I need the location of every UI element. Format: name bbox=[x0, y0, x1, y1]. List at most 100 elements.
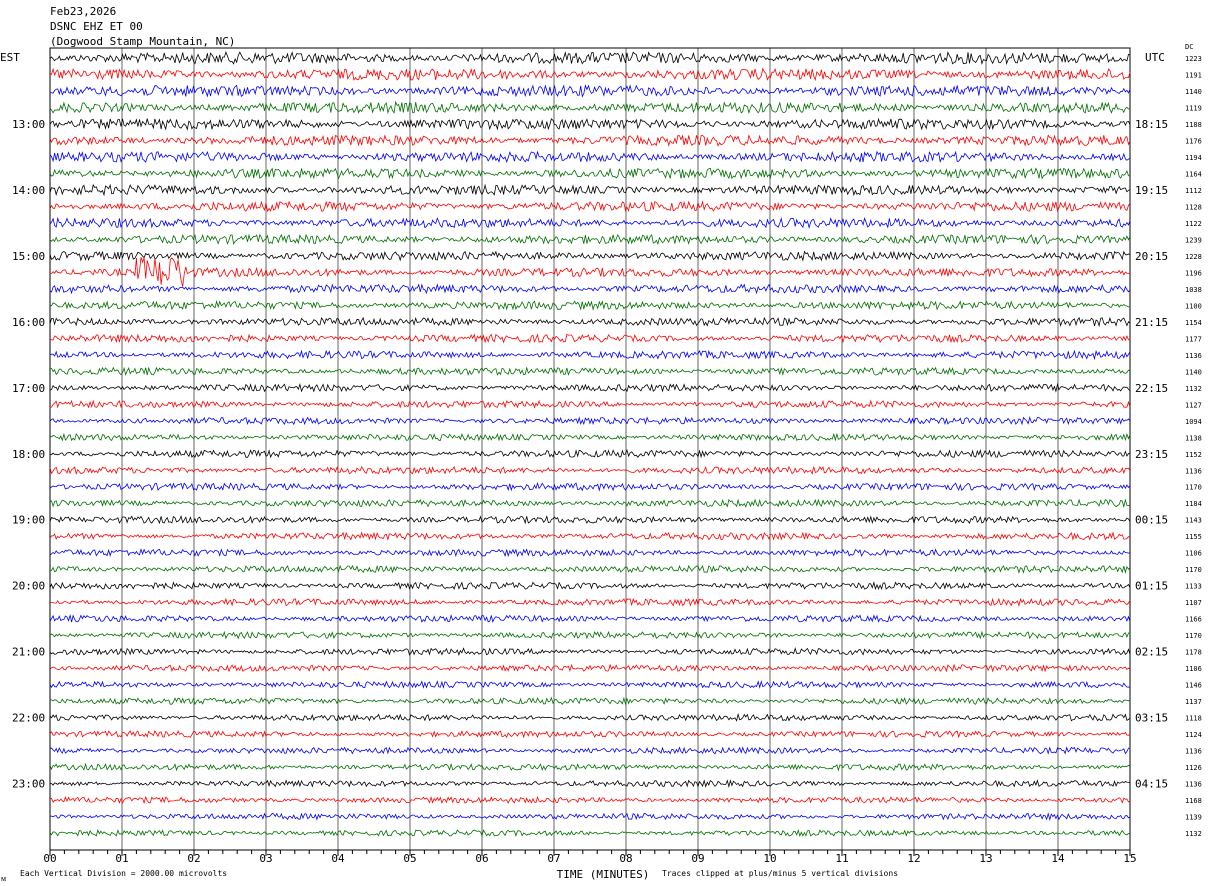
seismic-trace bbox=[49, 257, 1131, 287]
x-tick-label: 14 bbox=[1051, 852, 1065, 865]
left-hour-label: 21:00 bbox=[12, 646, 45, 659]
x-tick-label: 08 bbox=[619, 852, 632, 865]
left-hour-label: 19:00 bbox=[12, 514, 45, 527]
seismic-trace bbox=[49, 100, 1131, 115]
dc-offset-label: 1152 bbox=[1185, 451, 1202, 459]
x-tick-label: 09 bbox=[691, 852, 704, 865]
left-hour-label: 23:00 bbox=[12, 778, 45, 791]
seismic-trace bbox=[49, 663, 1131, 673]
station-location: (Dogwood Stamp Mountain, NC) bbox=[50, 35, 236, 48]
right-hour-label: 23:15 bbox=[1135, 448, 1168, 461]
footer-scale-note: Each Vertical Division = 2000.00 microvo… bbox=[20, 869, 227, 878]
left-hour-label: 22:00 bbox=[12, 712, 45, 725]
seismic-trace bbox=[49, 812, 1131, 821]
dc-offset-label: 1168 bbox=[1185, 797, 1202, 805]
right-hour-label: 22:15 bbox=[1135, 382, 1168, 395]
x-tick-label: 04 bbox=[331, 852, 345, 865]
right-hour-label: 03:15 bbox=[1135, 712, 1168, 725]
dc-offset-label: 1107 bbox=[1185, 599, 1202, 607]
seismic-trace bbox=[49, 349, 1131, 361]
left-hour-label: 13:00 bbox=[12, 118, 45, 131]
dc-offset-label: 1177 bbox=[1185, 335, 1202, 343]
dc-offset-label: 1122 bbox=[1185, 220, 1202, 228]
left-timezone-label: EST bbox=[0, 51, 20, 64]
dc-offset-label: 1170 bbox=[1185, 484, 1202, 492]
x-tick-label: 15 bbox=[1123, 852, 1136, 865]
left-hour-label: 14:00 bbox=[12, 184, 45, 197]
seismic-trace bbox=[49, 696, 1131, 706]
left-hour-label: 18:00 bbox=[12, 448, 45, 461]
dc-offset-label: 1132 bbox=[1185, 830, 1202, 838]
seismic-trace bbox=[49, 432, 1131, 442]
seismic-trace bbox=[49, 498, 1131, 509]
seismic-trace bbox=[49, 630, 1130, 640]
seismic-trace bbox=[49, 167, 1131, 180]
dc-offset-label: 1154 bbox=[1185, 319, 1202, 327]
dc-offset-label: 1126 bbox=[1185, 764, 1202, 772]
right-hour-label: 20:15 bbox=[1135, 250, 1168, 263]
footer-clip-note: Traces clipped at plus/minus 5 vertical … bbox=[662, 869, 898, 878]
seismic-trace bbox=[49, 581, 1131, 591]
dc-offset-label: 1136 bbox=[1185, 748, 1202, 756]
seismic-trace bbox=[50, 299, 1131, 311]
dc-offset-label: 1127 bbox=[1185, 401, 1202, 409]
seismic-trace bbox=[49, 84, 1131, 98]
dc-offset-label: 1128 bbox=[1185, 203, 1202, 211]
dc-offset-label: 1132 bbox=[1185, 385, 1202, 393]
seismic-trace bbox=[49, 746, 1130, 755]
dc-offset-label: 1133 bbox=[1185, 583, 1202, 591]
seismic-trace bbox=[49, 333, 1131, 344]
dc-offset-label: 1136 bbox=[1185, 352, 1202, 360]
dc-offset-label: 1228 bbox=[1185, 253, 1202, 261]
dc-offset-label: 1140 bbox=[1185, 368, 1202, 376]
seismic-trace bbox=[49, 134, 1131, 147]
chart-date: Feb23,2026 bbox=[50, 5, 117, 18]
seismic-trace bbox=[49, 729, 1131, 739]
seismic-trace bbox=[49, 250, 1131, 262]
dc-offset-label: 1178 bbox=[1185, 649, 1202, 657]
dc-offset-label: 1170 bbox=[1185, 632, 1202, 640]
dc-offset-label: 1194 bbox=[1185, 154, 1202, 162]
seismic-trace bbox=[49, 399, 1131, 409]
dc-offset-label: 1239 bbox=[1185, 236, 1202, 244]
seismic-trace bbox=[49, 117, 1131, 131]
left-hour-label: 20:00 bbox=[12, 580, 45, 593]
dc-offset-label: 1176 bbox=[1185, 137, 1202, 145]
seismic-trace bbox=[49, 216, 1131, 230]
seismic-trace bbox=[49, 283, 1131, 295]
station-code: DSNC EHZ ET 00 bbox=[50, 20, 143, 33]
dc-offset-label: 1139 bbox=[1185, 814, 1202, 822]
seismic-trace bbox=[49, 366, 1131, 377]
dc-offset-label: 1143 bbox=[1185, 517, 1202, 525]
seismic-trace bbox=[49, 416, 1131, 426]
dc-offset-label: 1164 bbox=[1185, 170, 1202, 178]
seismic-trace bbox=[49, 150, 1131, 164]
dc-offset-label: 1137 bbox=[1185, 698, 1202, 706]
dc-offset-label: 1118 bbox=[1185, 715, 1202, 723]
seismic-trace bbox=[49, 233, 1131, 246]
dc-offset-label: 1170 bbox=[1185, 566, 1202, 574]
dc-offset-label: 1155 bbox=[1185, 533, 1202, 541]
seismic-trace bbox=[49, 465, 1131, 475]
footer-mark: ᴍ bbox=[1, 874, 6, 883]
seismic-trace bbox=[49, 51, 1130, 66]
dc-offset-label: 1140 bbox=[1185, 88, 1202, 96]
x-tick-label: 01 bbox=[115, 852, 128, 865]
seismic-trace bbox=[49, 200, 1131, 213]
left-hour-label: 15:00 bbox=[12, 250, 45, 263]
x-tick-label: 06 bbox=[475, 852, 488, 865]
x-tick-label: 02 bbox=[187, 852, 200, 865]
x-tick-label: 11 bbox=[835, 852, 848, 865]
seismic-trace bbox=[49, 382, 1131, 393]
seismic-trace bbox=[49, 515, 1131, 525]
dc-offset-label: 1119 bbox=[1185, 104, 1202, 112]
dc-offset-label: 1146 bbox=[1185, 682, 1202, 690]
x-tick-label: 10 bbox=[763, 852, 776, 865]
seismic-trace bbox=[49, 795, 1131, 805]
right-hour-label: 02:15 bbox=[1135, 646, 1168, 659]
seismic-trace bbox=[49, 779, 1131, 789]
seismic-trace bbox=[49, 828, 1131, 838]
seismic-trace bbox=[49, 712, 1131, 722]
plot-frame bbox=[49, 47, 1131, 851]
x-axis-label: TIME (MINUTES) bbox=[557, 868, 650, 881]
